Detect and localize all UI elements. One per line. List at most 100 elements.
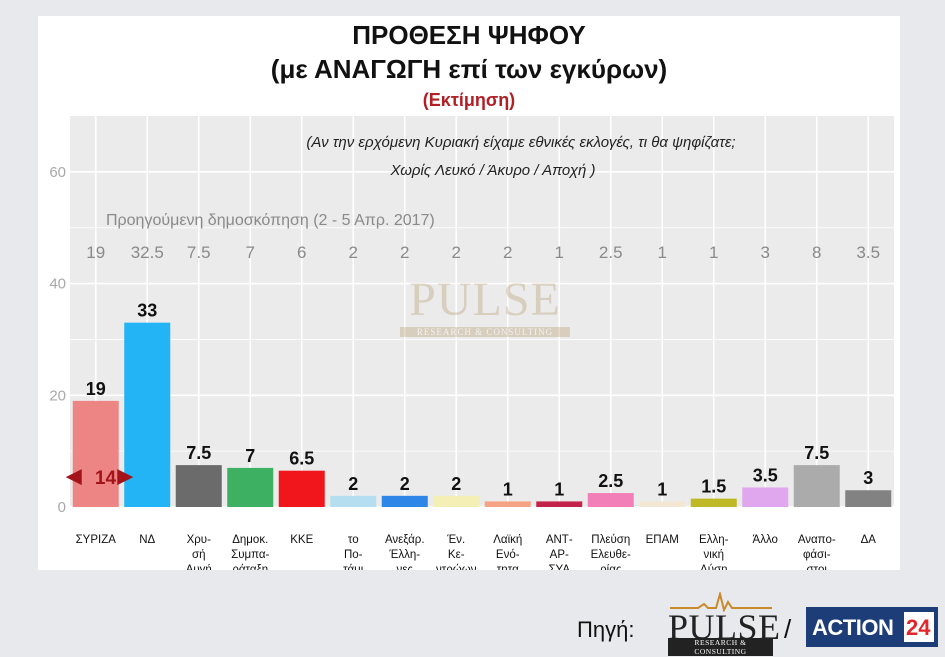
gap-arrow-left-icon bbox=[65, 469, 82, 486]
category-label: Άλλο bbox=[753, 534, 778, 546]
y-tick-label: 40 bbox=[49, 276, 66, 293]
category-label-line: φάσι- bbox=[803, 549, 831, 561]
bar bbox=[793, 465, 840, 507]
estimate-label: (Εκτίμηση) bbox=[422, 90, 516, 110]
previous-poll-value: 2 bbox=[400, 243, 409, 262]
previous-poll-value: 32.5 bbox=[131, 243, 164, 262]
category-label-line: τάμι bbox=[343, 564, 364, 570]
bar-chart: 0 20 40 60 (Αν την ερχόμενη Κυριακή είχαμε ε… bbox=[49, 116, 894, 570]
chart-title: ΠΡΟΘΕΣΗ ΨΗΦΟΥ bbox=[352, 20, 586, 50]
bar-value-label: 7.5 bbox=[804, 443, 829, 463]
y-tick-label: 0 bbox=[58, 499, 66, 516]
previous-poll-value: 2 bbox=[349, 243, 358, 262]
category-label: Δημοκ. Συμπα-ράταξη bbox=[231, 534, 269, 570]
chart-subtitle: (με ΑΝΑΓΩΓΗ επί των εγκύρων) bbox=[270, 54, 668, 84]
watermark-subtext: RESEARCH & CONSULTING bbox=[400, 327, 570, 337]
category-label: Έν. Κε-ντρώων bbox=[436, 534, 477, 570]
category-label-line: ρίας bbox=[600, 564, 622, 570]
category-label: Λαϊκή Ενό-τητα bbox=[493, 534, 522, 570]
category-label-line: Ελευθε- bbox=[591, 549, 631, 561]
category-label-line: ντρώων bbox=[436, 564, 477, 570]
previous-poll-value: 2 bbox=[503, 243, 512, 262]
category-label: ΕΠΑΜ bbox=[646, 534, 679, 546]
bar-value-label: 3 bbox=[863, 468, 873, 488]
pulse-watermark: PULSE RESEARCH & CONSULTING bbox=[400, 272, 570, 337]
source-label: Πηγή: bbox=[577, 617, 635, 642]
y-tick-label: 60 bbox=[49, 164, 66, 181]
bar bbox=[536, 501, 583, 507]
category-label-line: Συμπα- bbox=[231, 549, 269, 561]
action24-text: ACTION bbox=[812, 615, 894, 640]
bar bbox=[690, 498, 737, 507]
previous-poll-value: 7.5 bbox=[187, 243, 211, 262]
bar bbox=[175, 465, 222, 507]
y-tick-label: 20 bbox=[49, 387, 66, 404]
bar bbox=[227, 467, 274, 507]
category-label-line: Λαϊκή bbox=[493, 534, 522, 546]
previous-poll-value: 19 bbox=[86, 243, 105, 262]
category-label: το Πο-τάμι bbox=[343, 534, 364, 570]
previous-poll-value: 3 bbox=[761, 243, 770, 262]
category-label-line: ΣΥΡΙΖΑ bbox=[76, 534, 117, 546]
bar bbox=[587, 493, 634, 507]
bar bbox=[639, 501, 686, 507]
gap-arrow-right-icon bbox=[117, 469, 134, 486]
previous-poll-value: 1 bbox=[555, 243, 564, 262]
gap-annotation-value: 14 bbox=[95, 468, 117, 489]
category-label: ΚΚΕ bbox=[290, 534, 313, 546]
category-label-line: νες bbox=[397, 564, 414, 570]
category-label-line: ΑΡ- bbox=[550, 549, 569, 561]
pulse-logo-subtext: RESEARCH & CONSULTING bbox=[668, 638, 773, 656]
previous-poll-label: Προηγούμενη δημοσκόπηση (2 - 5 Απρ. 2017… bbox=[106, 212, 435, 229]
plot-background bbox=[70, 116, 894, 507]
category-label: Χρυ-σή Αυγή bbox=[186, 534, 212, 570]
pulse-heartbeat-icon bbox=[670, 592, 772, 612]
chart-panel: 0 20 40 60 (Αν την ερχόμενη Κυριακή είχαμε ε… bbox=[38, 16, 900, 570]
bar bbox=[330, 495, 377, 507]
previous-poll-value: 8 bbox=[812, 243, 821, 262]
category-label: ΔΑ bbox=[861, 534, 877, 546]
pulse-logo: PULSE RESEARCH & CONSULTING bbox=[668, 592, 780, 656]
category-label-line: Πο- bbox=[344, 549, 363, 561]
category-label-line: Ελλη- bbox=[699, 534, 729, 546]
bar-value-label: 7 bbox=[245, 446, 255, 466]
bar-value-label: 1 bbox=[554, 479, 564, 499]
logo-separator: / bbox=[784, 614, 792, 644]
bar-value-label: 1 bbox=[503, 479, 513, 499]
bar bbox=[742, 487, 789, 507]
bar-value-label: 2 bbox=[348, 474, 358, 494]
category-label-line: Αυγή bbox=[186, 564, 212, 570]
category-label-line: σή bbox=[192, 549, 206, 561]
category-label-line: το bbox=[348, 534, 359, 546]
category-label-line: Έν. bbox=[446, 534, 465, 546]
category-label-line: Άλλο bbox=[753, 534, 778, 546]
previous-poll-value: 7 bbox=[246, 243, 255, 262]
category-label-line: Αναπο- bbox=[798, 534, 836, 546]
action24-logo: ACTION 24 bbox=[806, 607, 938, 647]
previous-poll-value: 1 bbox=[658, 243, 667, 262]
category-label-line: Έλλη- bbox=[388, 549, 420, 561]
bar-value-label: 2 bbox=[400, 474, 410, 494]
bar-value-label: 1.5 bbox=[701, 477, 726, 497]
previous-poll-value: 2 bbox=[452, 243, 461, 262]
action24-number: 24 bbox=[906, 615, 931, 640]
category-label: Ελλη-νική Λύση bbox=[699, 534, 729, 570]
category-label: ΣΥΡΙΖΑ bbox=[76, 534, 117, 546]
category-label-line: ράταξη bbox=[232, 564, 268, 570]
previous-poll-value: 6 bbox=[297, 243, 306, 262]
category-label-line: ΣΥΑ bbox=[548, 564, 570, 570]
category-label: ΑΝΤ- ΑΡ- ΣΥΑ bbox=[546, 534, 573, 570]
previous-poll-value: 1 bbox=[709, 243, 718, 262]
bar-value-label: 7.5 bbox=[186, 443, 211, 463]
bar-value-label: 2 bbox=[451, 474, 461, 494]
previous-poll-value: 3.5 bbox=[856, 243, 880, 262]
category-label-line: στοι bbox=[807, 564, 828, 570]
category-label-line: ΑΝΤ- bbox=[546, 534, 573, 546]
category-label-line: Ενό- bbox=[496, 549, 520, 561]
category-label-line: Χρυ- bbox=[187, 534, 212, 546]
category-label-line: νική bbox=[704, 549, 724, 561]
category-label-line: ΝΔ bbox=[139, 534, 155, 546]
action24-number-box: 24 bbox=[904, 612, 934, 642]
category-label-line: Δημοκ. bbox=[232, 534, 268, 546]
category-label-line: ΕΠΑΜ bbox=[646, 534, 679, 546]
